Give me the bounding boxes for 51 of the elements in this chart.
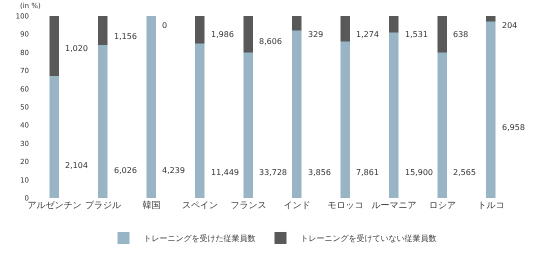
annotation: 2,565 [453, 168, 476, 177]
annotation: 8,606 [259, 37, 282, 46]
annotation: 7,861 [356, 168, 379, 177]
annotation: 4,239 [162, 166, 185, 175]
annotation: 1,986 [211, 30, 234, 39]
annotation: 1,020 [65, 44, 88, 53]
annotation: 33,728 [259, 168, 287, 177]
annotation: 1,274 [356, 30, 379, 39]
legend-label: トレーニングを受けた従業員数 [144, 234, 256, 244]
bar [98, 16, 108, 46]
annotation: 3,856 [308, 168, 331, 177]
x-tick-label: ブラジル [84, 200, 121, 211]
bar [388, 32, 399, 198]
bar [292, 16, 302, 31]
x-tick-label: アルゼンチン [27, 201, 82, 211]
x-tick-label: ルーマニア [371, 201, 416, 211]
annotation: 15,900 [405, 168, 433, 177]
annotation: 0 [162, 21, 168, 30]
bar [146, 16, 156, 198]
bar [194, 43, 205, 198]
bar [437, 16, 448, 52]
bar [437, 52, 448, 198]
annotation: 1,156 [114, 32, 137, 41]
x-tick-label: インド [283, 201, 310, 211]
bar [388, 16, 399, 32]
annotation: 204 [502, 21, 518, 30]
annotation: 6,958 [502, 123, 525, 132]
bar [49, 16, 60, 76]
bar [340, 41, 350, 198]
annotation: 11,449 [211, 168, 239, 177]
bar [49, 76, 60, 198]
x-tick-label: モロッコ [327, 201, 364, 211]
annotation: 1,531 [405, 30, 428, 39]
bar [243, 52, 254, 198]
annotation: 329 [308, 30, 324, 39]
bar [98, 45, 108, 198]
bar [486, 16, 496, 22]
x-tick-label: 韓国 [142, 200, 160, 211]
x-tick-label: スペイン [182, 201, 218, 211]
annotation: 6,026 [114, 166, 137, 175]
x-tick-label: フランス [230, 201, 266, 211]
x-tick-label: ロシア [428, 201, 456, 211]
bar [486, 21, 496, 198]
x-tick-label: トルコ [477, 201, 504, 211]
bar [243, 16, 254, 52]
annotation: 2,104 [65, 161, 88, 170]
annotation: 638 [453, 30, 468, 39]
bar [292, 30, 302, 198]
bar [340, 16, 350, 42]
legend-label: トレーニングを受けていない従業員数 [300, 234, 436, 244]
bar [194, 16, 205, 44]
